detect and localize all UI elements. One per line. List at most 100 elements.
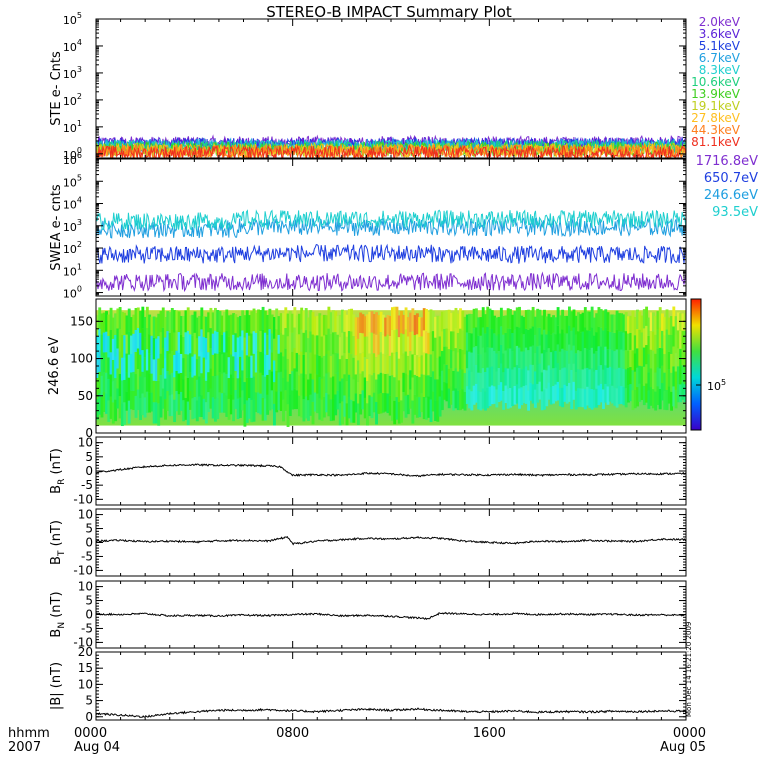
heatmap-cell <box>452 351 456 371</box>
heatmap-cell <box>157 358 161 381</box>
heatmap-cell <box>109 374 113 397</box>
heatmap-cell <box>132 371 136 391</box>
heatmap-cell <box>143 357 147 378</box>
heatmap-cell <box>182 315 186 338</box>
heatmap-cell <box>533 334 537 354</box>
y-tick-base: 10 <box>63 68 77 81</box>
heatmap-cell <box>502 372 506 391</box>
heatmap-cell <box>477 391 481 410</box>
heatmap-cell <box>338 359 342 382</box>
heatmap-cell <box>204 402 208 424</box>
y-tick-exp: 3 <box>77 218 82 227</box>
heatmap-cell <box>220 373 224 394</box>
heatmap-cell <box>563 367 567 385</box>
heatmap-cell <box>250 399 254 423</box>
heatmap-cell <box>520 387 524 406</box>
heatmap-cell <box>522 368 526 386</box>
heatmap-cell <box>459 369 462 390</box>
panel-frame <box>95 651 687 721</box>
heatmap-cell <box>114 378 118 400</box>
swea-legend-item: 650.7eV <box>704 171 758 186</box>
heatmap-cell <box>579 369 583 389</box>
heatmap-cell <box>681 365 685 383</box>
heatmap-cell <box>524 310 528 329</box>
heatmap-cell <box>391 398 394 421</box>
heatmap-cell <box>161 307 165 328</box>
heatmap-cell <box>302 332 306 355</box>
heatmap-cell <box>565 333 569 351</box>
heatmap-cell <box>402 314 406 335</box>
heatmap-cell <box>354 374 358 394</box>
heatmap-cell <box>381 314 385 335</box>
heatmap-cell <box>636 387 639 407</box>
heatmap-cell <box>332 354 335 377</box>
heatmap-cell <box>229 314 233 335</box>
heatmap-cell <box>379 372 383 394</box>
heatmap-cell <box>663 354 667 373</box>
heatmap-cell <box>579 388 583 407</box>
heatmap-cell <box>490 385 494 405</box>
heatmap-cell <box>611 385 614 404</box>
heatmap-cell <box>617 331 621 350</box>
heatmap-cell <box>102 332 106 353</box>
heatmap-cell <box>509 309 512 329</box>
heatmap-cell <box>189 391 192 410</box>
heatmap-cell <box>143 316 147 338</box>
heatmap-cell <box>631 310 635 331</box>
heatmap-cell <box>481 307 485 328</box>
heatmap-cell <box>613 387 617 406</box>
heatmap-cell <box>602 389 605 409</box>
y-tick-label: 15 <box>78 661 93 675</box>
heatmap-cell <box>96 357 99 378</box>
heatmap-cell <box>148 392 152 413</box>
heatmap-cell <box>209 388 213 409</box>
heatmap-cell <box>477 372 481 392</box>
heatmap-cell <box>572 381 576 400</box>
heatmap-cell <box>186 354 190 378</box>
heatmap-cell <box>352 379 356 402</box>
heatmap-cell <box>520 333 524 352</box>
heatmap-cell <box>279 391 283 411</box>
heatmap-cell <box>638 383 642 402</box>
heatmap-cell <box>100 396 104 418</box>
y-tick-base: 10 <box>63 95 77 108</box>
heatmap-cell <box>132 333 136 353</box>
heatmap-cell <box>538 345 542 364</box>
heatmap-cell <box>556 363 560 382</box>
heatmap-cell <box>96 315 99 337</box>
heatmap-cell <box>636 329 639 349</box>
heatmap-cell <box>663 391 667 410</box>
heatmap-cell <box>413 374 417 395</box>
y-tick-exp: 4 <box>77 196 82 205</box>
heatmap-cell <box>452 390 456 411</box>
heatmap-cell <box>150 316 154 336</box>
heatmap-cell <box>599 309 603 328</box>
heatmap-cell <box>282 334 285 357</box>
panel-data <box>96 134 686 158</box>
heatmap-cell <box>309 352 313 374</box>
heatmap-cell <box>568 382 571 402</box>
heatmap-cell <box>218 372 222 393</box>
heatmap-cell <box>241 310 245 331</box>
heatmap-cell <box>661 330 664 349</box>
heatmap-cell <box>481 388 485 409</box>
heatmap-cell <box>577 350 580 370</box>
heatmap-cell <box>531 345 535 365</box>
heatmap-cell <box>418 317 422 338</box>
heatmap-cell <box>307 379 310 401</box>
heatmap-cell <box>268 390 272 411</box>
heatmap-cell <box>545 316 549 335</box>
heatmap-cell <box>565 315 569 334</box>
heatmap-cell <box>604 365 608 384</box>
heatmap-cell <box>431 311 435 332</box>
heatmap-cell <box>266 334 270 355</box>
heatmap-cell <box>227 336 231 358</box>
heatmap-cell <box>218 351 222 373</box>
colorbar-label-exp: 5 <box>721 378 726 387</box>
heatmap-cell <box>386 334 390 355</box>
heatmap-cell <box>527 370 531 391</box>
heatmap-cell <box>370 332 374 354</box>
heatmap-cell <box>672 366 676 387</box>
heatmap-cell <box>320 357 324 379</box>
heatmap-cell <box>227 315 231 337</box>
